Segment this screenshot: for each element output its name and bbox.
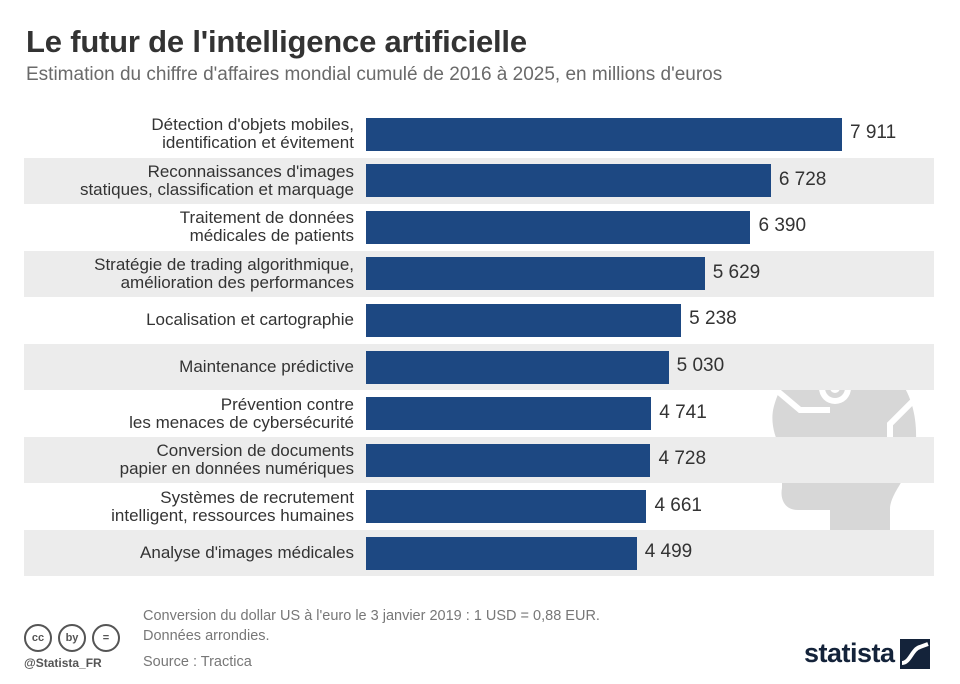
category-label: Reconnaissances d'images statiques, clas…	[79, 161, 354, 199]
footer-source: Source : Tractica	[143, 654, 252, 670]
bar-value-label: 5 030	[676, 355, 725, 376]
category-label: Détection d'objets mobiles, identificati…	[151, 115, 354, 152]
brand-name: statista	[804, 638, 895, 668]
bar	[366, 443, 651, 477]
bar-value-label: 4 741	[659, 401, 707, 423]
category-label: Prévention contre les menaces de cybersé…	[129, 394, 354, 432]
bar-value-label: 5 629	[712, 261, 761, 283]
bar-value-label: 6 728	[778, 168, 827, 190]
bar	[366, 257, 705, 291]
statista-handle[interactable]: @Statista_FR	[24, 656, 102, 670]
category-label: Systèmes de recrutement intelligent, res…	[111, 487, 354, 525]
category-label: Traitement de données médicales de patie…	[179, 208, 354, 246]
bar-value-label: 5 238	[689, 308, 737, 330]
category-label: Localisation et cartographie	[146, 310, 354, 330]
footer-note-rounding: Données arrondies.	[143, 628, 270, 644]
page-title: Le futur de l'intelligence artificielle	[26, 24, 527, 59]
category-label: Conversion de documents papier en donnée…	[119, 441, 354, 479]
license-icons[interactable]: cc by =	[24, 624, 120, 652]
bar-value-label: 7 911	[850, 122, 897, 143]
footer-note-conversion: Conversion du dollar US à l'euro le 3 ja…	[143, 608, 600, 624]
bar	[366, 117, 842, 151]
bar-value-label: 4 499	[644, 541, 693, 563]
statista-mark-icon	[899, 638, 930, 669]
bar	[366, 303, 682, 337]
bar	[366, 164, 771, 198]
bar	[366, 536, 637, 570]
bar	[366, 350, 669, 384]
category-label: Stratégie de trading algorithmique, amél…	[94, 254, 354, 292]
creative-commons-icon[interactable]: cc	[24, 624, 52, 652]
attribution-icon[interactable]: by	[58, 624, 86, 652]
bar-value-label: 4 728	[658, 448, 707, 470]
statista-logo[interactable]: statista	[804, 638, 930, 669]
bar	[366, 397, 652, 431]
bar	[366, 490, 647, 524]
no-derivatives-icon[interactable]: =	[92, 624, 120, 652]
category-label: Analyse d'images médicales	[140, 543, 354, 563]
bar	[366, 210, 751, 244]
bar-value-label: 6 390	[758, 215, 807, 237]
page-subtitle: Estimation du chiffre d'affaires mondial…	[26, 64, 723, 85]
bar-value-label: 4 661	[654, 494, 702, 516]
category-label: Maintenance prédictive	[179, 357, 354, 376]
